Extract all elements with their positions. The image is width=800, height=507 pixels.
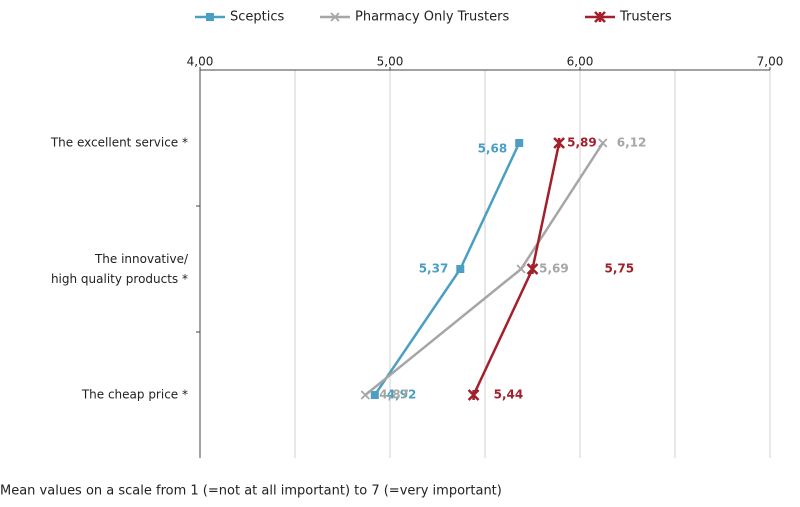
marker bbox=[553, 137, 565, 149]
data-label: 4,92 bbox=[387, 388, 417, 402]
data-label: 5,68 bbox=[478, 142, 508, 156]
marker-stroke bbox=[467, 389, 480, 401]
marker bbox=[526, 263, 539, 275]
data-label: 5,89 bbox=[567, 136, 597, 150]
marker bbox=[370, 391, 379, 399]
data-label: 4,87 bbox=[379, 388, 409, 402]
data-label: 6,12 bbox=[617, 136, 647, 150]
x-tick-label: 6,00 bbox=[567, 55, 594, 69]
x-tick-label: 7,00 bbox=[757, 55, 784, 69]
legend-label: Sceptics bbox=[230, 10, 285, 25]
marker bbox=[206, 13, 214, 21]
legend-label: Pharmacy Only Trusters bbox=[355, 10, 510, 25]
data-label: 5,75 bbox=[605, 262, 635, 276]
marker-stroke bbox=[598, 138, 608, 148]
marker bbox=[467, 389, 480, 401]
marker bbox=[456, 265, 465, 273]
x-tick-label: 5,00 bbox=[377, 55, 404, 69]
y-tick-label: The excellent service * bbox=[50, 136, 188, 150]
marker-stroke bbox=[330, 12, 340, 22]
marker-stroke bbox=[360, 390, 370, 400]
marker-stroke bbox=[553, 137, 565, 149]
data-label: 5,44 bbox=[494, 388, 524, 402]
marker-stroke bbox=[516, 264, 526, 274]
marker bbox=[516, 264, 526, 274]
footnote: Mean values on a scale from 1 (=not at a… bbox=[0, 484, 502, 499]
y-tick-label: The cheap price * bbox=[81, 388, 188, 402]
data-label: 5,69 bbox=[539, 262, 569, 276]
marker bbox=[594, 11, 606, 23]
data-label: 5,37 bbox=[419, 262, 449, 276]
marker bbox=[330, 12, 340, 22]
marker bbox=[515, 139, 524, 147]
y-tick-label: The innovative/high quality products * bbox=[51, 252, 189, 286]
marker-stroke bbox=[594, 11, 606, 23]
marker-stroke bbox=[526, 263, 539, 275]
legend-label: Trusters bbox=[619, 10, 672, 25]
marker bbox=[360, 390, 370, 400]
marker bbox=[598, 138, 608, 148]
x-tick-label: 4,00 bbox=[187, 55, 214, 69]
